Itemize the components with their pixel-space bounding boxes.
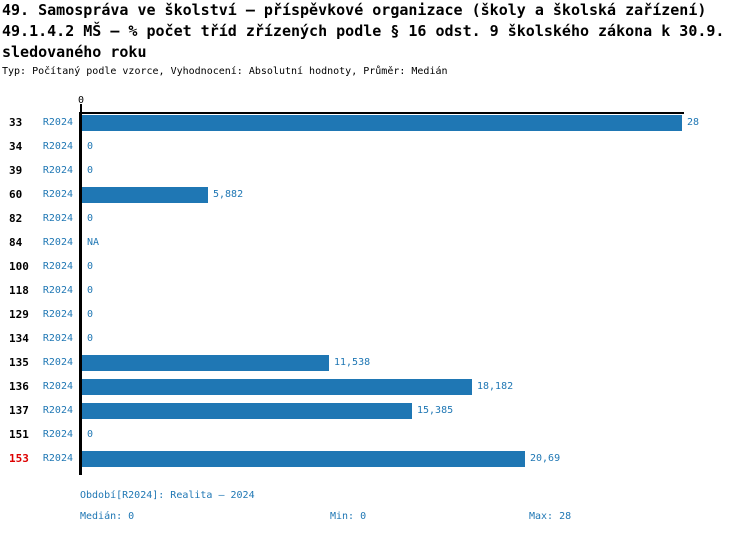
page-title-line3: sledovaného roku: [2, 43, 147, 61]
row-id-label: 84: [9, 236, 23, 249]
axis-tick-label-zero: 0: [77, 95, 85, 106]
footer-min: Min: 0: [330, 511, 367, 522]
row-id-label: 129: [9, 308, 29, 321]
row-id-label: 137: [9, 404, 29, 417]
row-id-label: 33: [9, 116, 23, 129]
axis-tick-mark: [80, 104, 82, 113]
bar-value-label: 0: [87, 333, 94, 344]
bar-value-label: 0: [87, 285, 94, 296]
bar-value-label: 20,69: [530, 453, 561, 464]
row-id-label: 134: [9, 332, 29, 345]
row-series-label: R2024: [42, 165, 73, 176]
bar-value-label: 0: [87, 213, 94, 224]
bar-value-label: 0: [87, 261, 94, 272]
row-series-label: R2024: [42, 429, 73, 440]
bar: [82, 403, 412, 419]
chart-subtitle: Typ: Počítaný podle vzorce, Vyhodnocení:…: [2, 66, 448, 77]
bar: [82, 355, 329, 371]
row-id-label: 34: [9, 140, 23, 153]
bar: [82, 379, 472, 395]
page-title-line2: 49.1.4.2 MŠ – % počet tříd zřízených pod…: [2, 22, 725, 40]
row-id-label: 136: [9, 380, 29, 393]
row-id-label: 118: [9, 284, 29, 297]
row-id-label: 100: [9, 260, 29, 273]
row-series-label: R2024: [42, 405, 73, 416]
row-series-label: R2024: [42, 285, 73, 296]
row-series-label: R2024: [42, 333, 73, 344]
bar: [82, 115, 682, 131]
row-series-label: R2024: [42, 357, 73, 368]
axis-top-line: [79, 112, 684, 114]
row-series-label: R2024: [42, 453, 73, 464]
row-series-label: R2024: [42, 309, 73, 320]
row-id-label: 151: [9, 428, 29, 441]
row-id-label: 82: [9, 212, 23, 225]
footer-max: Max: 28: [529, 511, 572, 522]
row-id-label: 135: [9, 356, 29, 369]
footer-period: Období[R2024]: Realita – 2024: [80, 490, 255, 501]
footer-median: Medián: 0: [80, 511, 135, 522]
row-series-label: R2024: [42, 141, 73, 152]
row-id-label: 60: [9, 188, 23, 201]
bar-value-label: 0: [87, 141, 94, 152]
bar-value-label: 5,882: [213, 189, 244, 200]
bar-value-label: 0: [87, 309, 94, 320]
bar-value-label: 15,385: [417, 405, 454, 416]
bar-value-label: 28: [687, 117, 700, 128]
row-id-label: 39: [9, 164, 23, 177]
row-id-label: 153: [9, 452, 29, 465]
row-series-label: R2024: [42, 381, 73, 392]
bar-value-label: 11,538: [334, 357, 371, 368]
page-title-line1: 49. Samospráva ve školství – příspěvkové…: [2, 1, 707, 19]
bar-value-label: 0: [87, 165, 94, 176]
bar-value-label: 18,182: [477, 381, 514, 392]
axis-vertical-line: [79, 112, 82, 475]
row-series-label: R2024: [42, 261, 73, 272]
row-series-label: R2024: [42, 213, 73, 224]
row-series-label: R2024: [42, 237, 73, 248]
bar: [82, 187, 208, 203]
bar-value-label: 0: [87, 429, 94, 440]
row-series-label: R2024: [42, 189, 73, 200]
bar: [82, 451, 525, 467]
bar-value-label: NA: [87, 237, 100, 248]
row-series-label: R2024: [42, 117, 73, 128]
